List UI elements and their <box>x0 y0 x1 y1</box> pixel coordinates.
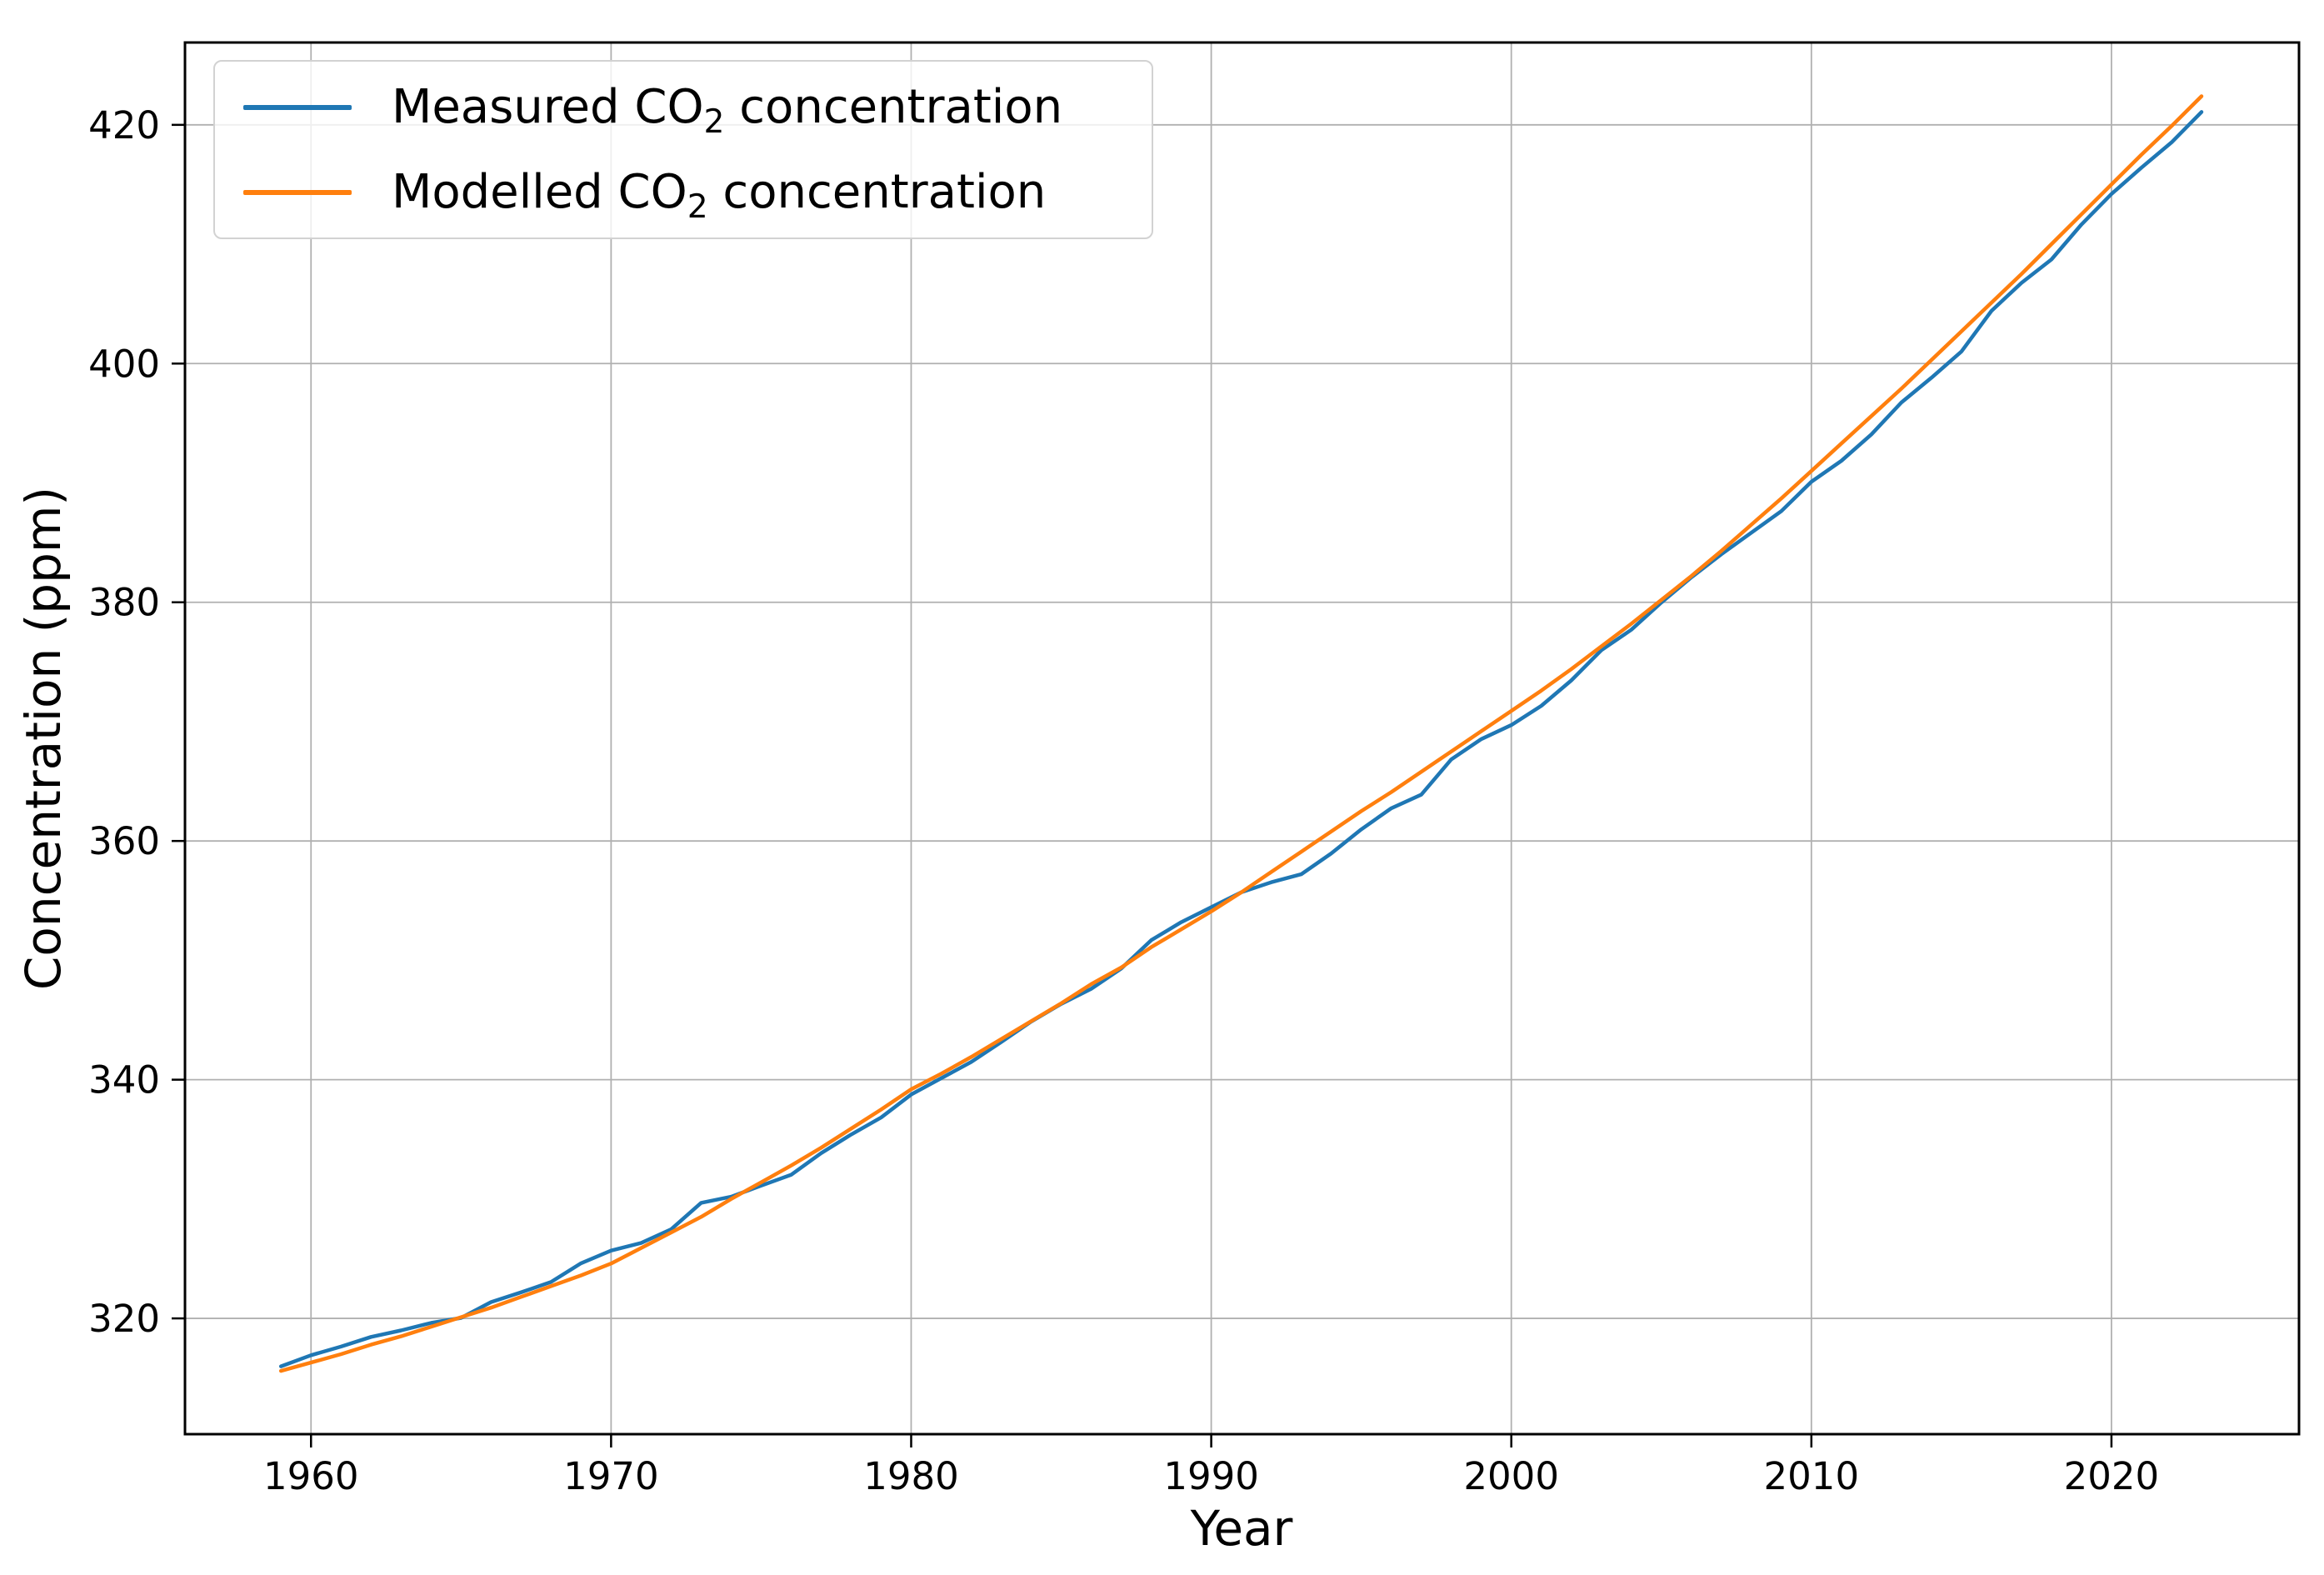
y-tick-label-420: 420 <box>88 103 160 148</box>
x-tick-label-2020: 2020 <box>2064 1454 2160 1498</box>
y-tick-label-340: 340 <box>88 1058 160 1102</box>
x-tick-label-2010: 2010 <box>1764 1454 1860 1498</box>
x-axis-label: Year <box>1190 1500 1293 1557</box>
y-tick-label-360: 360 <box>88 819 160 863</box>
legend-item-modelled: Modelled CO2 concentration <box>232 156 1135 229</box>
x-tick-label-1990: 1990 <box>1163 1454 1259 1498</box>
y-tick-label-320: 320 <box>88 1297 160 1341</box>
legend-label-modelled: Modelled CO2 concentration <box>392 165 1047 227</box>
y-tick-label-400: 400 <box>88 342 160 386</box>
x-tick-label-2000: 2000 <box>1463 1454 1559 1498</box>
series-line-measured <box>278 110 2204 1368</box>
y-axis-label: Concentration (ppm) <box>15 486 72 991</box>
series-line-modelled <box>278 94 2204 1373</box>
modelled-line-sample-icon <box>243 189 352 195</box>
legend-label-measured: Measured CO2 concentration <box>392 80 1063 142</box>
measured-line-sample-icon <box>243 104 352 110</box>
legend-item-measured: Measured CO2 concentration <box>232 71 1135 144</box>
x-tick-label-1960: 1960 <box>263 1454 359 1498</box>
x-tick-label-1980: 1980 <box>863 1454 959 1498</box>
x-tick-label-1970: 1970 <box>563 1454 659 1498</box>
y-tick-label-380: 380 <box>88 581 160 625</box>
legend: Measured CO2 concentration Modelled CO2 … <box>213 60 1153 239</box>
plot-border <box>183 41 2301 1436</box>
